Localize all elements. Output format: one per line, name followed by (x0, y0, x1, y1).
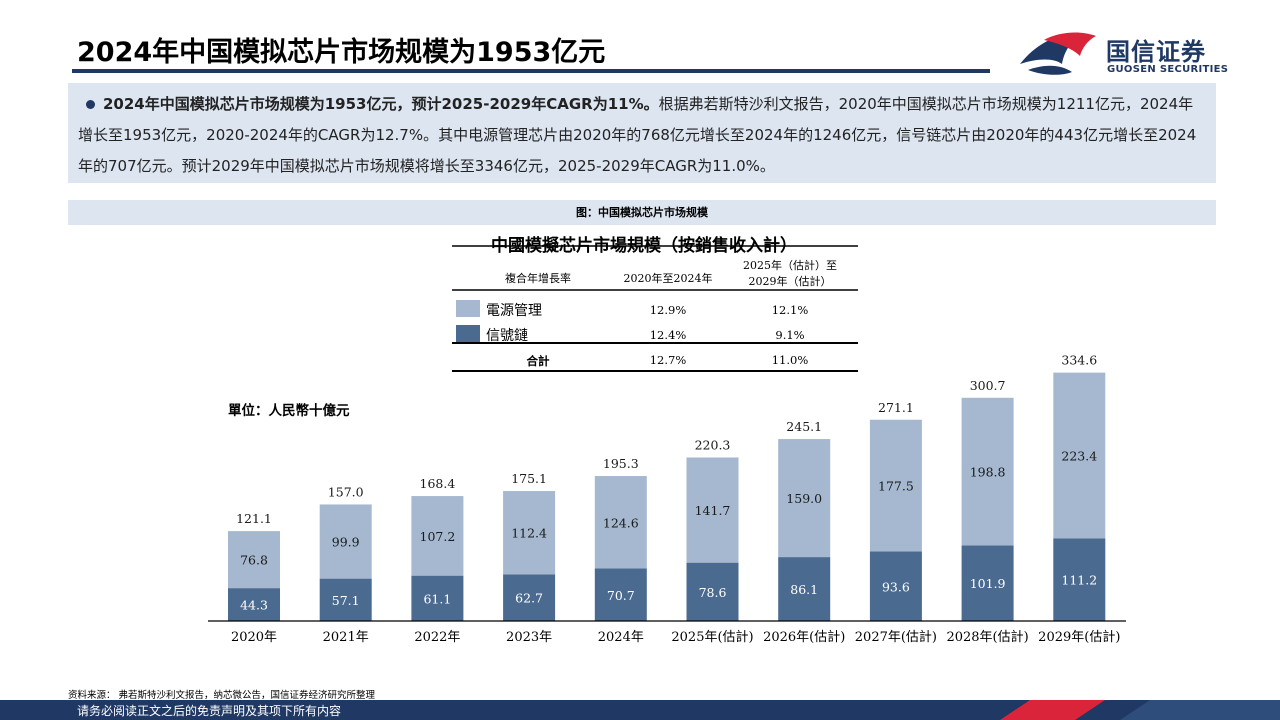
table-header-period-1: 2020年至2024年 (624, 271, 713, 285)
bar-signal-chain (1053, 538, 1106, 621)
bar-signal-chain (503, 574, 556, 621)
table-cagr-period-1: 12.9% (650, 303, 687, 317)
page-title: 2024年中国模拟芯片市场规模为1953亿元 (77, 37, 606, 68)
bars-group: 44.3 76.8 121.1 2020年 57.1 99.9 157.0 2021年 61.1… (228, 353, 1120, 645)
legend-swatch (456, 300, 480, 317)
table-header-label: 複合年增長率 (505, 271, 571, 285)
bar-power-management (869, 419, 922, 552)
data-label-power-management: 198.8 (970, 465, 1006, 480)
x-tick-label: 2023年 (506, 630, 552, 645)
unit-label: 單位：人民幣十億元 (228, 402, 350, 419)
table-cagr-period-2: 11.0% (772, 353, 809, 367)
bullet-icon (86, 99, 95, 109)
data-label-total: 300.7 (970, 378, 1006, 393)
x-tick-label: 2029年(估計) (1038, 629, 1120, 645)
data-label-total: 334.6 (1061, 353, 1097, 368)
data-label-signal-chain: 57.1 (332, 593, 360, 608)
data-label-signal-chain: 70.7 (607, 588, 635, 603)
data-label-power-management: 141.7 (695, 503, 731, 518)
data-label-total: 175.1 (511, 471, 547, 486)
data-label-total: 195.3 (603, 456, 639, 471)
x-tick-label: 2021年 (323, 630, 369, 645)
data-label-power-management: 107.2 (420, 529, 456, 544)
data-label-total: 121.1 (236, 511, 272, 526)
market-size-chart: 中國模擬芯片市場規模（按銷售收入計） 複合年增長率 2020年至2024年2025… (208, 235, 1126, 645)
data-label-total: 271.1 (878, 400, 914, 415)
bar-signal-chain (411, 575, 464, 621)
data-label-total: 245.1 (786, 419, 822, 434)
figure-caption: 图：中国模拟芯片市场规模 (68, 200, 1216, 225)
data-label-signal-chain: 101.9 (970, 576, 1006, 591)
data-label-total: 220.3 (695, 437, 731, 452)
bar-power-management (1053, 372, 1106, 539)
legend-swatch (456, 325, 480, 342)
footer-accent (1000, 700, 1280, 720)
legend-label: 電源管理 (486, 303, 542, 319)
bar-signal-chain (686, 562, 739, 621)
x-tick-label: 2022年 (414, 630, 460, 645)
data-label-power-management: 76.8 (240, 553, 268, 568)
data-label-power-management: 99.9 (332, 535, 360, 550)
data-label-signal-chain: 61.1 (423, 591, 451, 606)
data-label-signal-chain: 62.7 (515, 591, 543, 606)
legend-label: 信號鏈 (486, 328, 528, 344)
bar-power-management (686, 457, 739, 563)
footer-bar: 请务必阅读正文之后的免责声明及其项下所有内容 (0, 700, 1280, 720)
bar-signal-chain (869, 551, 922, 621)
x-tick-label: 2024年 (598, 630, 644, 645)
data-label-total: 157.0 (328, 484, 364, 499)
bar-power-management (594, 476, 647, 569)
data-label-power-management: 223.4 (1061, 449, 1097, 464)
title-underline (72, 69, 990, 73)
bar-power-management (503, 491, 556, 575)
bar-signal-chain (961, 545, 1014, 621)
x-tick-label: 2025年(估計) (671, 629, 753, 645)
summary-text: 2024年中国模拟芯片市场规模为1953亿元，预计2025-2029年CAGR为… (78, 89, 1208, 182)
table-header-period-2b: 2029年（估計） (749, 274, 832, 288)
data-label-signal-chain: 86.1 (790, 582, 818, 597)
table-cagr-period-1: 12.4% (650, 328, 687, 342)
logo-chinese-name: 国信证券 (1106, 38, 1206, 66)
table-cagr-period-2: 9.1% (775, 328, 804, 342)
bar-power-management (778, 439, 831, 558)
table-header-period-2a: 2025年（估計）至 (743, 258, 837, 272)
guosen-logo-icon (1020, 32, 1096, 75)
bar-power-management (411, 496, 464, 576)
data-label-power-management: 124.6 (603, 515, 639, 530)
bar-signal-chain (319, 578, 372, 621)
data-label-power-management: 177.5 (878, 479, 914, 494)
data-label-total: 168.4 (420, 476, 456, 491)
bar-signal-chain (778, 557, 831, 621)
data-label-signal-chain: 111.2 (1061, 573, 1097, 588)
data-label-signal-chain: 78.6 (699, 585, 727, 600)
bar-power-management (228, 531, 280, 589)
footer-disclaimer: 请务必阅读正文之后的免责声明及其项下所有内容 (77, 704, 342, 718)
summary-panel: 2024年中国模拟芯片市场规模为1953亿元，预计2025-2029年CAGR为… (68, 83, 1216, 183)
table-cagr-period-2: 12.1% (772, 303, 809, 317)
summary-body: 根据弗若斯特沙利文报告，2020年中国模拟芯片市场规模为1211亿元，2024年… (78, 95, 1197, 175)
x-tick-label: 2020年 (231, 630, 277, 645)
data-label-power-management: 112.4 (511, 526, 547, 541)
x-tick-label: 2028年(估計) (946, 629, 1028, 645)
data-label-signal-chain: 44.3 (240, 598, 268, 613)
summary-lead: 2024年中国模拟芯片市场规模为1953亿元，预计2025-2029年CAGR为… (103, 95, 659, 113)
logo-english-name: GUOSEN SECURITIES (1107, 64, 1229, 75)
cagr-table: 複合年增長率 2020年至2024年 2025年（估計）至 2029年（估計） 電源管理… (452, 245, 858, 372)
x-tick-label: 2027年(估計) (855, 629, 937, 645)
bar-power-management (961, 397, 1014, 546)
bar-signal-chain (594, 568, 647, 621)
bar-signal-chain (228, 588, 280, 621)
x-tick-label: 2026年(估計) (763, 629, 845, 645)
data-label-power-management: 159.0 (786, 491, 822, 506)
bar-power-management (319, 504, 372, 579)
data-label-signal-chain: 93.6 (882, 579, 910, 594)
table-total-label: 合計 (527, 354, 550, 368)
table-cagr-period-1: 12.7% (650, 353, 687, 367)
source-note: 资料来源： 弗若斯特沙利文报告，纳芯微公告，国信证券经济研究所整理 (68, 690, 376, 701)
